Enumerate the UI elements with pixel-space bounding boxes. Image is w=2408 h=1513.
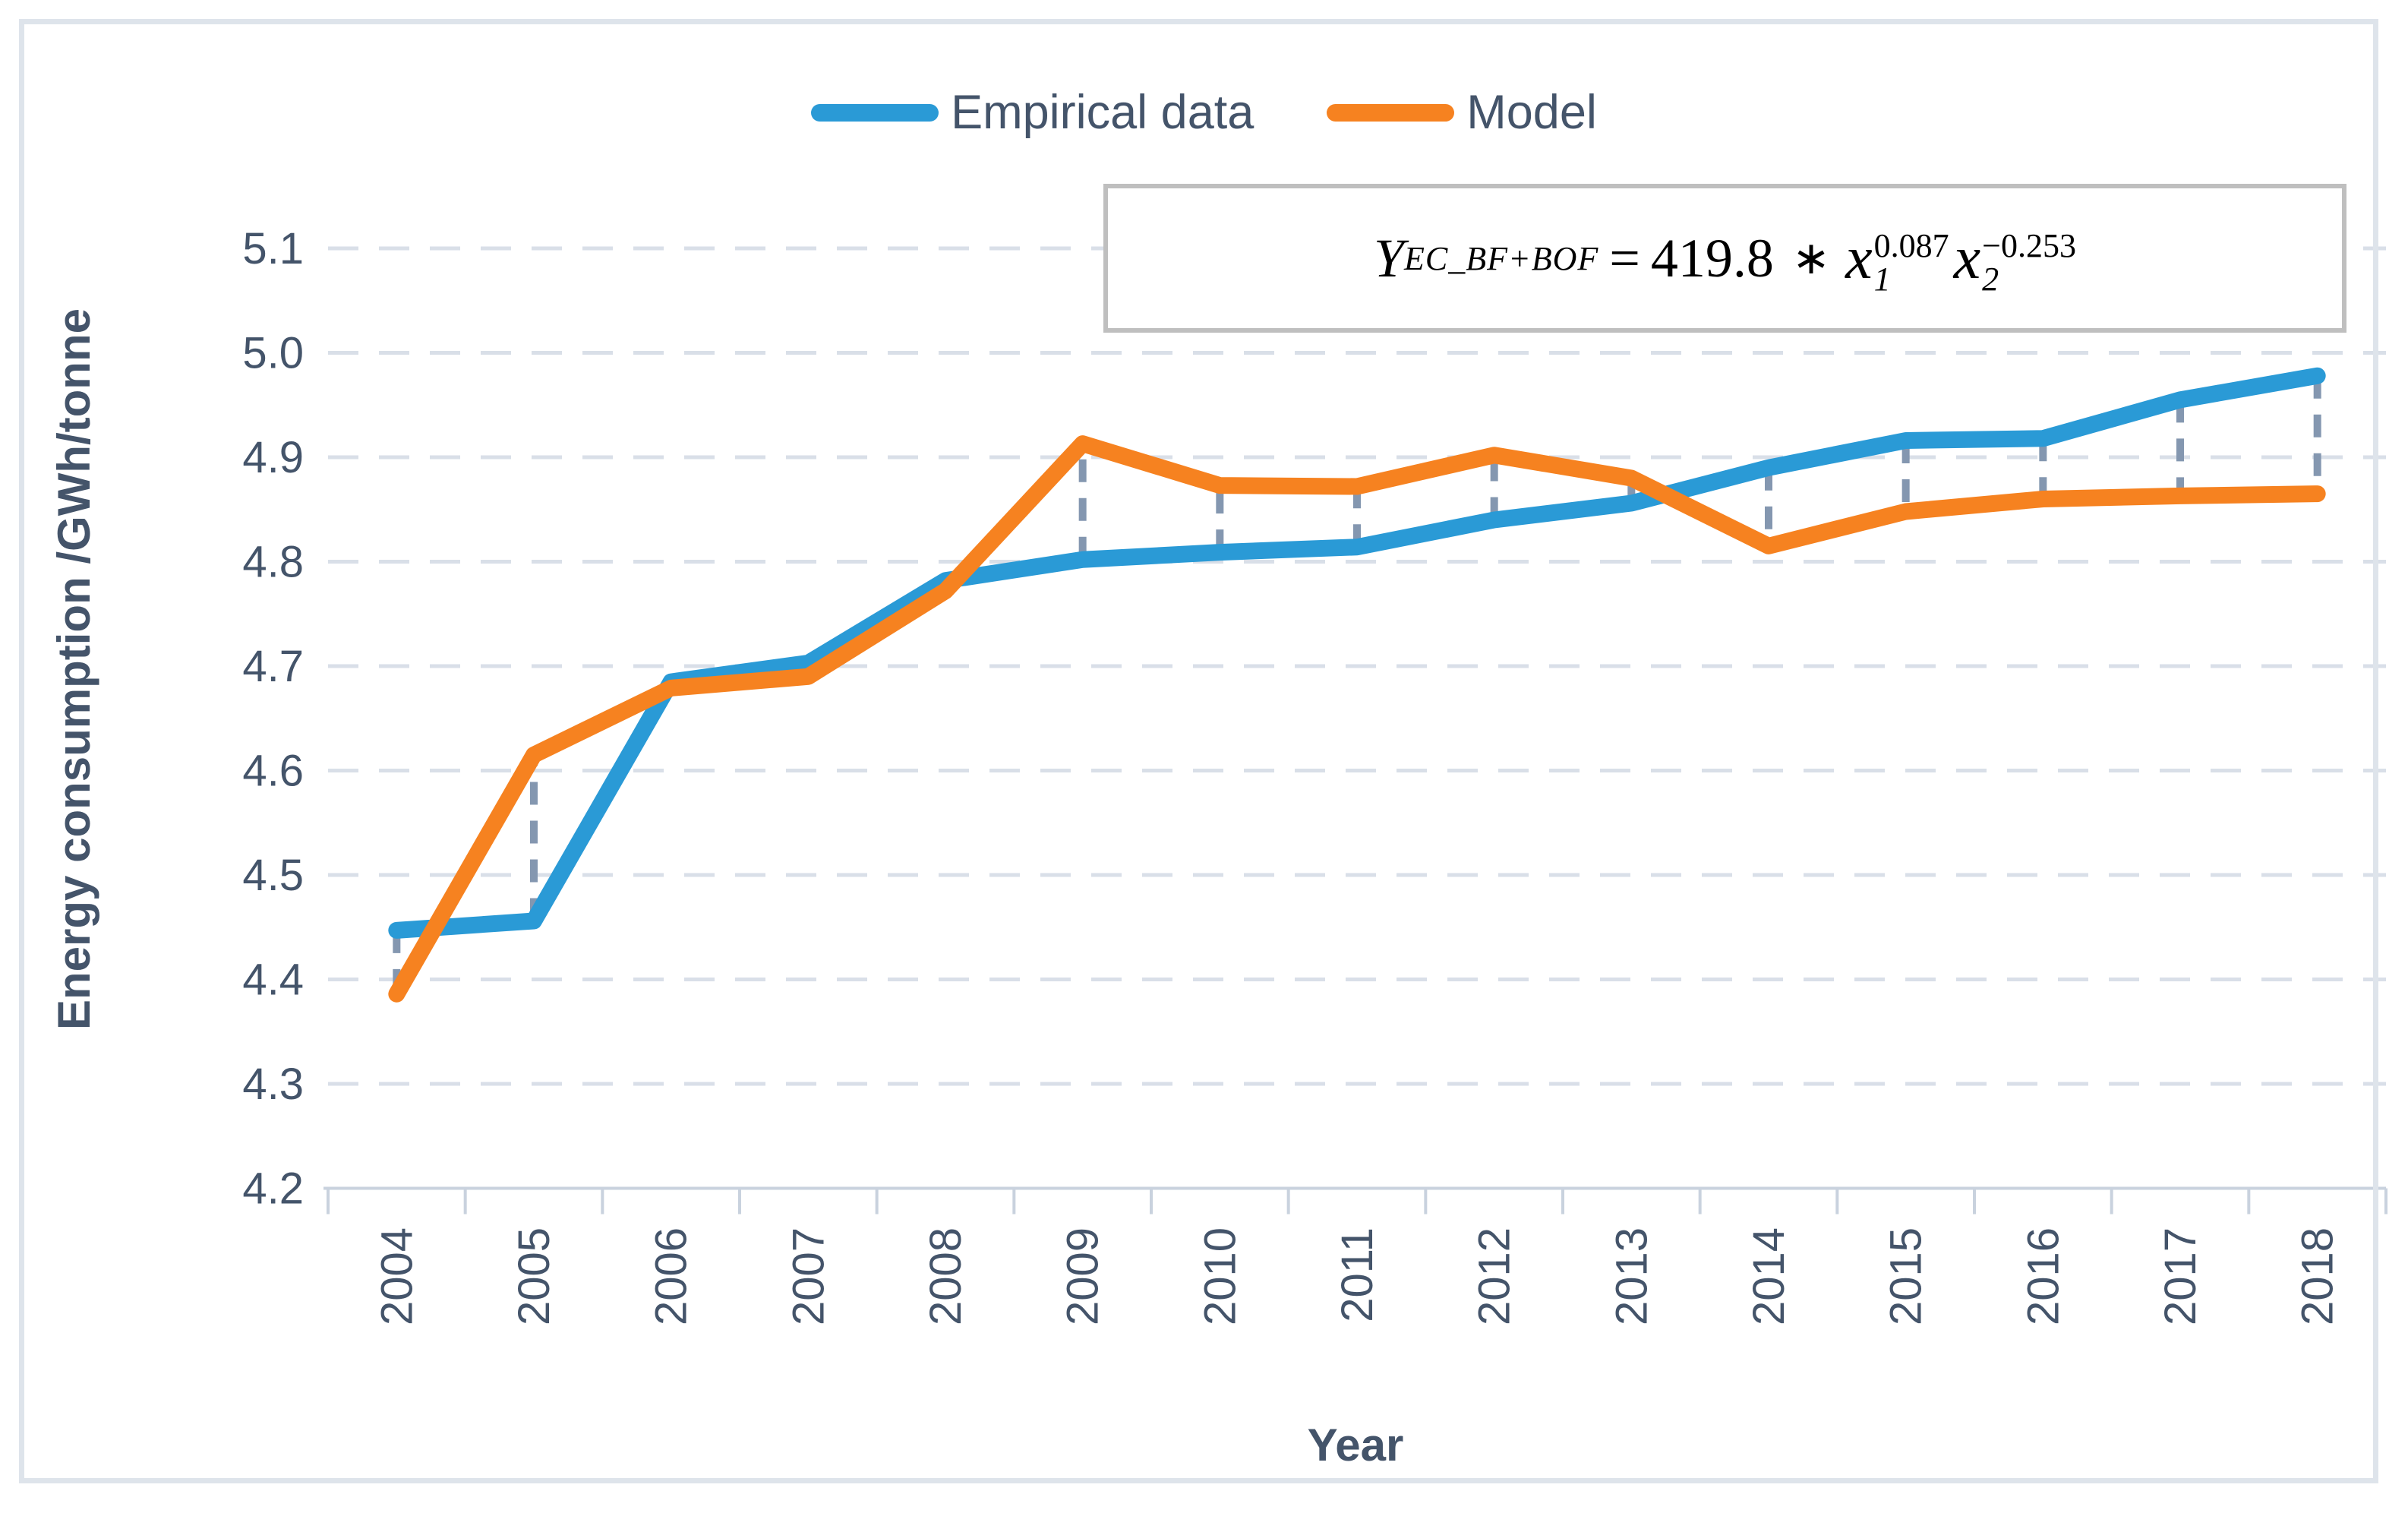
- legend-label: Empirical data: [951, 86, 1254, 139]
- legend-label: Model: [1466, 86, 1597, 139]
- x-tick-label: 2004: [372, 1227, 421, 1325]
- x-tick-label: 2014: [1744, 1227, 1794, 1325]
- formula-lhs-subscript: EC_BF+BOF: [1404, 239, 1599, 277]
- x1-exponent: 0.087: [1873, 226, 1949, 264]
- y-tick-label: 4.7: [242, 642, 304, 691]
- legend-item-empirical: Empirical data: [811, 85, 1254, 140]
- x-tick-label: 2017: [2156, 1227, 2205, 1325]
- x-tick-label: 2005: [510, 1227, 559, 1325]
- y-tick-label: 4.5: [242, 851, 304, 900]
- y-tick-label: 5.1: [242, 224, 304, 273]
- x-tick-label: 2011: [1333, 1227, 1382, 1322]
- x-tick-label: 2008: [921, 1227, 970, 1325]
- x-tick-label: 2015: [1882, 1227, 1931, 1325]
- legend-item-model: Model: [1327, 85, 1597, 140]
- formula-term-x1: x 0.087 1: [1845, 224, 1949, 298]
- x-tick-label: 2016: [2018, 1227, 2068, 1325]
- x-tick-label: 2013: [1607, 1227, 1656, 1325]
- formula-coefficient: 419.8: [1650, 227, 1774, 289]
- x-tick-label: 2009: [1059, 1227, 1108, 1325]
- empirical-data-line: [388, 367, 2326, 939]
- formula-box: Y EC_BF+BOF = 419.8 ∗ x 0.087 1 x −0.253 …: [1103, 184, 2346, 333]
- formula-multiply-operator: ∗: [1791, 233, 1831, 283]
- legend: Empirical data Model: [0, 85, 2408, 140]
- legend-line-swatch: [1327, 103, 1455, 122]
- y-tick-label: 4.6: [242, 747, 304, 796]
- y-tick-label: 4.2: [242, 1164, 304, 1214]
- x1-subscript: 1: [1873, 260, 1891, 298]
- formula-term-x2: x −0.253 2: [1953, 224, 2076, 298]
- x1-base: x: [1845, 224, 1873, 292]
- formula-lhs: Y: [1374, 227, 1405, 289]
- model-line: [388, 435, 2326, 1003]
- formula: Y EC_BF+BOF = 419.8 ∗ x 0.087 1 x −0.253 …: [1374, 224, 2076, 298]
- y-tick-label: 5.0: [242, 329, 304, 378]
- formula-equals: =: [1609, 227, 1640, 289]
- y-tick-label: 4.8: [242, 538, 304, 587]
- legend-line-swatch: [811, 103, 939, 122]
- x-tick-label: 2018: [2293, 1227, 2343, 1325]
- x-tick-label: 2010: [1195, 1227, 1245, 1325]
- x-tick-label: 2007: [784, 1227, 833, 1325]
- x-tick-label: 2012: [1470, 1227, 1520, 1325]
- x-axis-title: Year: [1307, 1420, 1404, 1470]
- y-tick-label: 4.9: [242, 433, 304, 482]
- y-axis-title: Energy consumption /GWh/tonne: [49, 308, 99, 1030]
- y-tick-label: 4.3: [242, 1060, 304, 1109]
- x2-base: x: [1953, 224, 1981, 292]
- x2-exponent: −0.253: [1982, 226, 2076, 264]
- x-tick-label: 2006: [647, 1227, 696, 1325]
- y-tick-label: 4.4: [242, 955, 304, 1005]
- x2-subscript: 2: [1982, 260, 1999, 298]
